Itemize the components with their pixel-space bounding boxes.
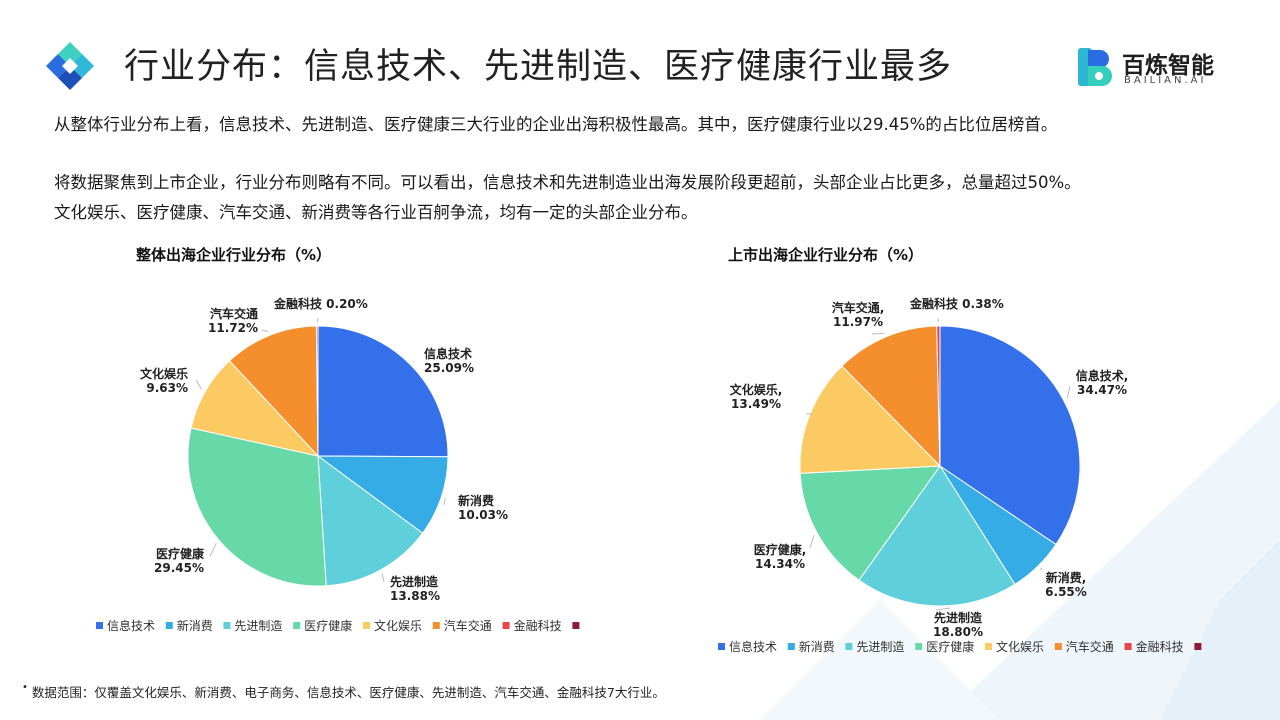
pie-slice-2[interactable] [316,455,449,534]
slice-name-3: 先进制造 [390,574,439,589]
pie-slice-4[interactable] [187,427,327,587]
summary-line-2b: 文化娱乐、医疗健康、汽车交通、新消费等各行业百舸争流，均有一定的头部企业分布。 [54,203,698,222]
legend-swatch-6 [432,622,440,629]
leader-line-3 [936,607,951,611]
slice-value-4: 14.34% [755,557,805,571]
slice-name-1: 信息技术 [424,346,472,361]
leader-line-4 [809,535,815,549]
brand-logo: 百炼智能 BAILIAN.AI [1076,44,1236,92]
slice-name-1: 信息技术, [1076,368,1129,383]
legend-swatch-4 [293,622,301,629]
legend-label-2: 新消费 [799,639,835,654]
leader-line-5 [195,379,203,390]
pie-slice-4[interactable] [799,465,942,581]
slice-label-7: 金融科技 0.20% [273,296,368,311]
legend-label-5: 文化娱乐 [996,639,1044,654]
legend-swatch-1 [96,622,103,629]
slice-value-3: 18.80% [933,625,983,639]
slice-name-4: 医疗健康, [754,542,807,557]
slice-name-2: 新消费, [1046,570,1087,585]
slice-value-5: 13.49% [731,397,781,411]
logo-mark-icon [46,42,94,90]
summary-paragraph-1: 从整体行业分布上看，信息技术、先进制造、医疗健康三大行业的企业出海积极性最高。其… [54,115,1058,134]
pie-slice-6[interactable] [228,325,319,458]
legend-swatch-5 [363,622,370,629]
legend-swatch-5 [985,643,992,650]
chart-title-overall: 整体出海企业行业分布（%） [136,246,332,264]
pie-slice-1[interactable] [317,325,449,458]
leader-line-6 [261,329,269,333]
leader-line-6 [871,332,884,335]
slice-name-5: 文化娱乐 [140,366,188,381]
pie-chart-overall: 信息技术25.09%新消费10.03%先进制造13.88%医疗健康29.45%文… [96,296,580,633]
legend-label-1: 信息技术 [107,618,155,633]
pie-slice-5[interactable] [799,365,942,474]
slice-name-4: 医疗健康 [156,546,205,561]
pie-slice-3[interactable] [858,465,1016,607]
pie-slice-7[interactable] [936,325,941,467]
slice-value-1: 25.09% [424,361,474,375]
slice-value-3: 13.88% [390,589,440,603]
summary-paragraph-2: 将数据聚焦到上市企业，行业分布则略有不同。可以看出，信息技术和先进制造业出海发展… [54,168,1081,228]
legend-label-7: 金融科技 [1136,639,1184,654]
slice-value-5: 9.63% [146,381,188,395]
legend-swatch-4 [915,643,923,650]
legend-label-2: 新消费 [177,618,213,633]
legend-label-4: 医疗健康 [926,639,974,654]
legend-swatch-2 [787,643,795,650]
slice-value-2: 6.55% [1045,585,1087,599]
footnote: • 数据范围：仅覆盖文化娱乐、新消费、电子商务、信息技术、医疗健康、先进制造、汽车… [22,682,665,701]
slice-name-2: 新消费 [458,493,494,508]
slice-value-1: 34.47% [1077,383,1127,397]
slice-name-3: 先进制造 [934,610,983,625]
brand-subtitle: BAILIAN.AI [1124,75,1207,86]
legend-swatch-8 [1194,643,1202,650]
legend-label-5: 文化娱乐 [374,618,422,633]
slice-label-7: 金融科技 0.38% [909,296,1004,311]
chart-title-listed: 上市出海企业行业分布（%） [728,246,924,264]
brand-name: 百炼智能 [1122,53,1214,79]
legend-swatch-7 [1124,643,1132,650]
slice-value-2: 10.03% [458,508,508,522]
legend-label-4: 医疗健康 [304,618,352,633]
brand-b-icon [1078,48,1112,86]
pie-slice-7[interactable] [315,325,319,457]
footnote-marker: • [22,682,28,693]
legend-swatch-3 [845,643,853,650]
pie-slice-1[interactable] [939,325,1081,546]
legend-swatch-3 [223,622,231,629]
legend-label-7: 金融科技 [514,618,562,633]
legend-swatch-6 [1054,643,1062,650]
summary-line-2a: 将数据聚焦到上市企业，行业分布则略有不同。可以看出，信息技术和先进制造业出海发展… [54,173,1081,192]
legend-label-3: 先进制造 [856,640,904,654]
legend-label-3: 先进制造 [234,619,282,633]
legend-swatch-8 [572,622,580,629]
pie-slice-3[interactable] [317,454,424,587]
slice-name-5: 文化娱乐, [730,382,783,397]
legend-label-1: 信息技术 [729,639,777,654]
leader-line-3 [381,573,385,583]
pie-slice-6[interactable] [841,325,941,468]
slice-name-6: 汽车交通 [210,306,258,321]
leader-line-2 [443,498,446,506]
slice-value-4: 29.45% [154,561,204,575]
legend-swatch-1 [718,643,725,650]
legend-swatch-7 [502,622,510,629]
slice-value-6: 11.72% [208,321,258,335]
leader-line-4 [209,542,217,557]
pie-chart-listed: 信息技术,34.47%新消费,6.55%先进制造18.80%医疗健康,14.34… [718,296,1202,654]
legend-swatch-2 [165,622,173,629]
legend-label-6: 汽车交通 [444,618,492,633]
legend-label-6: 汽车交通 [1066,639,1114,654]
leader-line-7 [316,317,319,323]
leader-line-2 [1039,567,1043,570]
leader-line-1 [1066,385,1071,399]
slice-name-6: 汽车交通, [832,300,885,315]
footnote-text: 数据范围：仅覆盖文化娱乐、新消费、电子商务、信息技术、医疗健康、先进制造、汽车交… [31,685,665,700]
page-title: 行业分布：信息技术、先进制造、医疗健康行业最多 [124,47,953,87]
pie-slice-5[interactable] [190,360,320,457]
slice-value-6: 11.97% [833,315,883,329]
